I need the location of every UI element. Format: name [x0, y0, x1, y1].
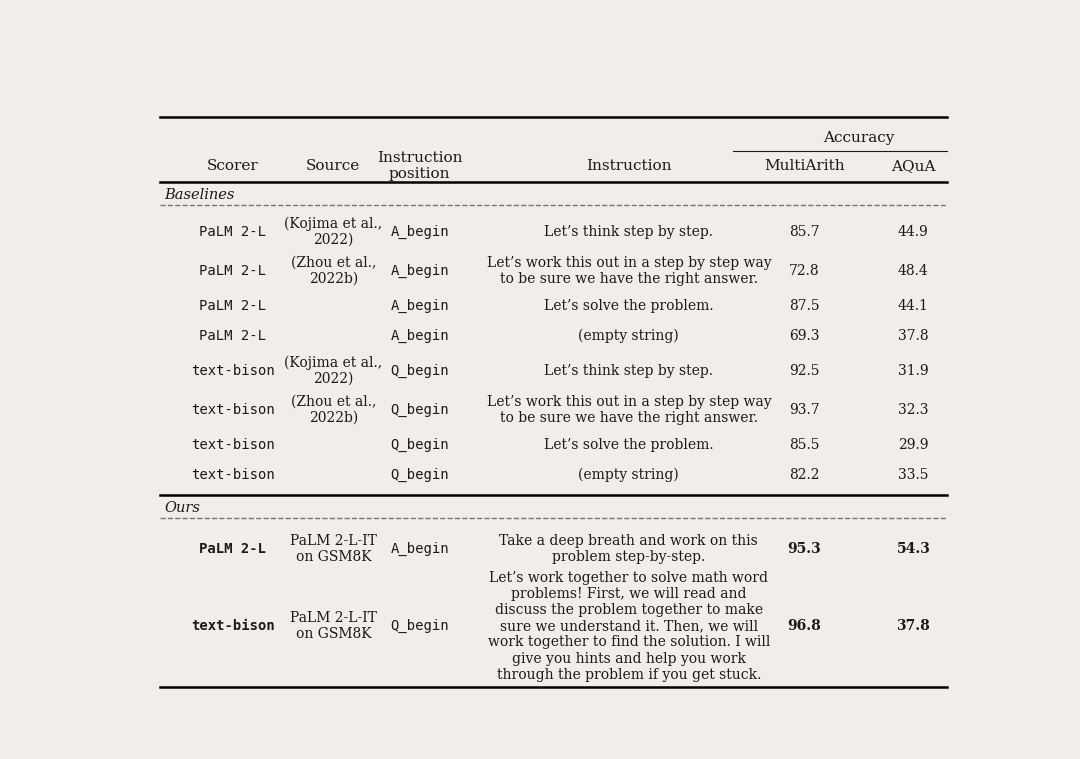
- Text: Q_begin: Q_begin: [390, 619, 449, 633]
- Text: 95.3: 95.3: [787, 542, 822, 556]
- Text: Let’s solve the problem.: Let’s solve the problem.: [544, 298, 714, 313]
- Text: 96.8: 96.8: [787, 619, 822, 633]
- Text: Let’s work together to solve math word
problems! First, we will read and
discuss: Let’s work together to solve math word p…: [488, 571, 770, 682]
- Text: 93.7: 93.7: [789, 403, 820, 417]
- Text: 29.9: 29.9: [899, 438, 929, 452]
- Text: Let’s work this out in a step by step way
to be sure we have the right answer.: Let’s work this out in a step by step wa…: [486, 256, 771, 286]
- Text: 48.4: 48.4: [899, 264, 929, 278]
- Text: PaLM 2-L-IT
on GSM8K: PaLM 2-L-IT on GSM8K: [289, 611, 377, 641]
- Text: (Kojima et al.,
2022): (Kojima et al., 2022): [284, 355, 382, 386]
- Text: MultiArith: MultiArith: [765, 159, 845, 173]
- Text: Let’s think step by step.: Let’s think step by step.: [544, 225, 713, 238]
- Text: 31.9: 31.9: [899, 364, 929, 378]
- Text: Accuracy: Accuracy: [823, 131, 894, 145]
- Text: Instruction: Instruction: [586, 159, 672, 173]
- Text: (Zhou et al.,
2022b): (Zhou et al., 2022b): [291, 395, 376, 425]
- Text: A_begin: A_begin: [390, 298, 449, 313]
- Text: 37.8: 37.8: [899, 329, 929, 343]
- Text: 44.9: 44.9: [899, 225, 929, 238]
- Text: Q_begin: Q_begin: [390, 403, 449, 417]
- Text: text-bison: text-bison: [191, 468, 274, 482]
- Text: 37.8: 37.8: [896, 619, 930, 633]
- Text: A_begin: A_begin: [390, 329, 449, 343]
- Text: AQuA: AQuA: [891, 159, 935, 173]
- Text: (Zhou et al.,
2022b): (Zhou et al., 2022b): [291, 256, 376, 286]
- Text: Take a deep breath and work on this
problem step-by-step.: Take a deep breath and work on this prob…: [499, 534, 758, 564]
- Text: 72.8: 72.8: [789, 264, 820, 278]
- Text: Baselines: Baselines: [164, 187, 234, 202]
- Text: PaLM 2-L: PaLM 2-L: [200, 542, 267, 556]
- Text: Source: Source: [307, 159, 361, 173]
- Text: 32.3: 32.3: [899, 403, 929, 417]
- Text: text-bison: text-bison: [191, 438, 274, 452]
- Text: 54.3: 54.3: [896, 542, 930, 556]
- Text: text-bison: text-bison: [191, 619, 274, 633]
- Text: PaLM 2-L: PaLM 2-L: [200, 329, 267, 343]
- Text: text-bison: text-bison: [191, 364, 274, 378]
- Text: Scorer: Scorer: [207, 159, 259, 173]
- Text: Let’s solve the problem.: Let’s solve the problem.: [544, 438, 714, 452]
- Text: 44.1: 44.1: [897, 298, 929, 313]
- Text: Q_begin: Q_begin: [390, 468, 449, 482]
- Text: 92.5: 92.5: [789, 364, 820, 378]
- Text: 85.7: 85.7: [789, 225, 820, 238]
- Text: (Kojima et al.,
2022): (Kojima et al., 2022): [284, 216, 382, 247]
- Text: Q_begin: Q_begin: [390, 438, 449, 452]
- Text: PaLM 2-L: PaLM 2-L: [200, 298, 267, 313]
- Text: 87.5: 87.5: [789, 298, 820, 313]
- Text: A_begin: A_begin: [390, 225, 449, 239]
- Text: PaLM 2-L: PaLM 2-L: [200, 264, 267, 278]
- Text: 33.5: 33.5: [899, 468, 929, 482]
- Text: A_begin: A_begin: [390, 542, 449, 556]
- Text: PaLM 2-L: PaLM 2-L: [200, 225, 267, 238]
- Text: (empty string): (empty string): [579, 468, 679, 482]
- Text: PaLM 2-L-IT
on GSM8K: PaLM 2-L-IT on GSM8K: [289, 534, 377, 564]
- Text: Q_begin: Q_begin: [390, 364, 449, 378]
- Text: Let’s work this out in a step by step way
to be sure we have the right answer.: Let’s work this out in a step by step wa…: [486, 395, 771, 425]
- Text: 85.5: 85.5: [789, 438, 820, 452]
- Text: (empty string): (empty string): [579, 329, 679, 343]
- Text: 69.3: 69.3: [789, 329, 820, 343]
- Text: 82.2: 82.2: [789, 468, 820, 482]
- Text: Ours: Ours: [164, 501, 200, 515]
- Text: A_begin: A_begin: [390, 263, 449, 278]
- Text: text-bison: text-bison: [191, 403, 274, 417]
- Text: Instruction
position: Instruction position: [377, 151, 462, 181]
- Text: Let’s think step by step.: Let’s think step by step.: [544, 364, 713, 378]
